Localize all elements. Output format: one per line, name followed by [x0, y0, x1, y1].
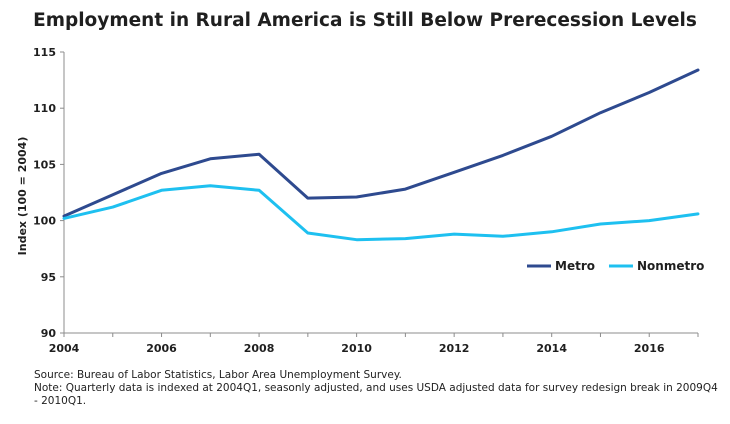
- y-axis: 90 95 100 105 110 115: [33, 46, 65, 340]
- x-tick-label: 2006: [146, 342, 177, 355]
- y-tick-label: 105: [33, 158, 56, 171]
- nonmetro-series-line: [62, 184, 700, 242]
- chart-title: Employment in Rural America is Still Bel…: [33, 10, 697, 31]
- y-tick-label: 90: [41, 327, 57, 340]
- x-tick-label: 2016: [634, 342, 665, 355]
- x-tick-label: 2004: [49, 342, 80, 355]
- y-tick-label: 100: [33, 215, 56, 228]
- x-tick-label: 2012: [439, 342, 470, 355]
- x-tick-label: 2014: [536, 342, 567, 355]
- chart-notes: Source: Bureau of Labor Statistics, Labo…: [34, 369, 724, 408]
- source-note: Source: Bureau of Labor Statistics, Labo…: [34, 369, 402, 381]
- y-tick-label: 95: [41, 271, 56, 284]
- x-tick-label: 2008: [244, 342, 275, 355]
- y-tick-label: 110: [33, 102, 56, 115]
- series-layer: [62, 68, 700, 242]
- methodology-note: Note: Quarterly data is indexed at 2004Q…: [34, 382, 718, 407]
- y-tick-label: 115: [33, 46, 56, 59]
- metro-series-line: [62, 68, 700, 218]
- metro-legend-label: Metro: [555, 259, 595, 273]
- legend: Metro Nonmetro: [527, 259, 704, 273]
- nonmetro-legend-label: Nonmetro: [637, 259, 704, 273]
- y-axis-title: Index (100 = 2004): [16, 137, 29, 256]
- x-axis: 2004 2006 2008 2010 2012 2014 2016: [49, 332, 699, 355]
- x-tick-label: 2010: [341, 342, 372, 355]
